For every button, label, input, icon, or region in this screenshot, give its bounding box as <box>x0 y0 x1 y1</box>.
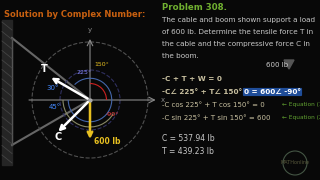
Text: MATHonline: MATHonline <box>281 161 309 165</box>
Text: -C∠ 225° + T∠ 150° =: -C∠ 225° + T∠ 150° = <box>162 89 251 95</box>
Text: -C sin 225° + T sin 150° = 600: -C sin 225° + T sin 150° = 600 <box>162 115 270 121</box>
Text: -C + T + W = 0: -C + T + W = 0 <box>162 76 222 82</box>
Text: C: C <box>54 132 62 142</box>
Text: 600 lb: 600 lb <box>94 137 121 146</box>
Text: 45°: 45° <box>48 104 60 110</box>
Text: C = 537.94 lb: C = 537.94 lb <box>162 134 215 143</box>
Text: the cable and the compressive force C in: the cable and the compressive force C in <box>162 41 310 47</box>
Text: 30°: 30° <box>46 85 59 91</box>
Text: ← Equation (1): ← Equation (1) <box>282 102 320 107</box>
Bar <box>2 20 12 165</box>
Text: 150°: 150° <box>95 62 109 66</box>
Text: -90°: -90° <box>106 112 119 118</box>
Text: T: T <box>41 64 48 74</box>
Text: T = 439.23 lb: T = 439.23 lb <box>162 147 214 156</box>
Text: 600 lb: 600 lb <box>266 62 288 68</box>
Text: -C cos 225° + T cos 150° = 0: -C cos 225° + T cos 150° = 0 <box>162 102 265 108</box>
Text: 0 = 600∠ -90°: 0 = 600∠ -90° <box>244 89 301 95</box>
Text: of 600 lb. Determine the tensile force T in: of 600 lb. Determine the tensile force T… <box>162 29 313 35</box>
Text: the boom.: the boom. <box>162 53 199 59</box>
Text: y: y <box>88 27 92 33</box>
Text: The cable and boom shown support a load: The cable and boom shown support a load <box>162 17 315 23</box>
Text: ← Equation (2): ← Equation (2) <box>282 115 320 120</box>
Text: x: x <box>161 97 165 103</box>
Polygon shape <box>284 60 294 69</box>
Text: 225°: 225° <box>76 70 91 75</box>
Text: Solution by Complex Number:: Solution by Complex Number: <box>4 10 145 19</box>
Text: Problem 308.: Problem 308. <box>162 3 227 12</box>
